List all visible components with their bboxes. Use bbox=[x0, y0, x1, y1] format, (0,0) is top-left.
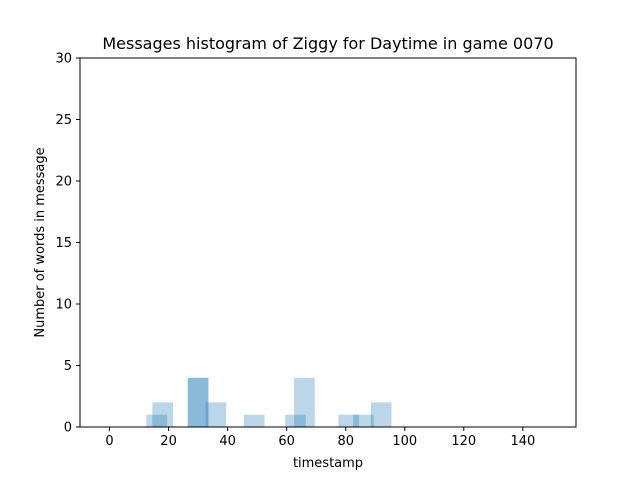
plot-area-frame bbox=[79, 57, 577, 428]
histogram-bar-6 bbox=[285, 414, 306, 427]
histogram-bar-4 bbox=[205, 402, 227, 427]
x-tick-label-2: 40 bbox=[219, 434, 236, 449]
x-axis-label: timestamp bbox=[293, 456, 363, 471]
histogram-bar-0 bbox=[146, 414, 168, 427]
x-tick-label-4: 80 bbox=[337, 434, 354, 449]
y-tick-label-0: 0 bbox=[64, 421, 72, 436]
histogram-bar-1 bbox=[152, 402, 173, 427]
x-tick-label-5: 100 bbox=[392, 434, 417, 449]
x-tick-label-0: 0 bbox=[105, 434, 113, 449]
histogram-bar-7 bbox=[294, 377, 315, 427]
histogram-bar-9 bbox=[353, 414, 374, 427]
histogram-bar-10 bbox=[370, 402, 392, 427]
y-tick-label-2: 10 bbox=[55, 298, 72, 313]
y-axis-ticks: 0 5 10 15 20 25 30 bbox=[55, 52, 80, 436]
y-tick-label-4: 20 bbox=[55, 175, 72, 190]
y-tick-label-3: 15 bbox=[55, 236, 72, 251]
y-tick-label-6: 30 bbox=[55, 52, 72, 67]
y-axis-label: Number of words in message bbox=[33, 147, 48, 337]
x-tick-label-6: 120 bbox=[451, 434, 476, 449]
x-tick-label-1: 20 bbox=[160, 434, 177, 449]
y-tick-label-5: 25 bbox=[55, 113, 72, 128]
x-tick-label-7: 140 bbox=[510, 434, 535, 449]
x-axis-ticks: 0 20 40 60 80 100 120 140 bbox=[105, 427, 535, 449]
histogram-bar-5 bbox=[243, 414, 265, 427]
bars-layer bbox=[146, 377, 392, 427]
histogram-bar-3 bbox=[187, 377, 209, 427]
histogram-bar-2 bbox=[187, 377, 209, 427]
histogram-bar-8 bbox=[338, 414, 359, 427]
x-tick-label-3: 60 bbox=[278, 434, 295, 449]
chart-title: Messages histogram of Ziggy for Daytime … bbox=[102, 34, 553, 53]
y-tick-label-1: 5 bbox=[64, 359, 72, 374]
